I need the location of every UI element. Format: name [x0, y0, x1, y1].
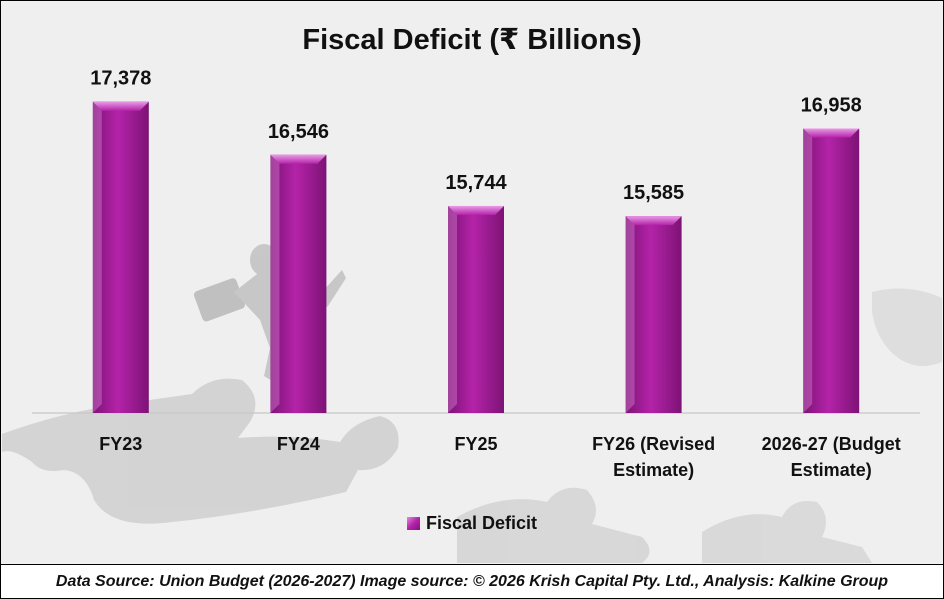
- category-label-1: FY23: [99, 434, 142, 454]
- bar-body: [625, 216, 682, 413]
- bar-bevel-left: [92, 101, 102, 413]
- bar-bevel-top: [270, 154, 327, 164]
- category-label-4: FY26 (Revised Estimate): [592, 434, 715, 480]
- value-label-1: 17,378: [90, 68, 151, 90]
- category-label-3: FY25: [454, 434, 497, 454]
- value-label-5: 16,958: [801, 94, 862, 116]
- bar-bevel-left: [270, 154, 280, 414]
- category-label-2: FY24: [277, 434, 320, 454]
- bar-bevel-top: [448, 205, 504, 215]
- bar-3: [448, 205, 504, 413]
- bar-body: [803, 128, 860, 413]
- bar-bevel-top: [625, 216, 682, 226]
- bar-bevel-left: [448, 205, 457, 413]
- bar-body: [92, 101, 149, 413]
- chart-title: Fiscal Deficit (₹ Billions): [302, 24, 642, 56]
- bar-body: [270, 154, 327, 414]
- category-labels: FY23 FY24 FY25 FY26 (Revised Estimate) 2026-2…: [99, 434, 900, 480]
- bar-5: [803, 128, 860, 413]
- bar-series: [92, 101, 860, 414]
- value-label-4: 15,585: [623, 182, 684, 204]
- category-label-5: 2026-27 (Budget Estimate): [762, 434, 901, 480]
- bar-2: [270, 154, 327, 414]
- bar-bevel-top: [803, 128, 860, 138]
- bar-4: [625, 216, 682, 413]
- value-label-3: 15,744: [445, 172, 507, 194]
- bar-bevel-left: [803, 128, 813, 413]
- legend-swatch: [406, 517, 420, 530]
- legend: Fiscal Deficit: [2, 513, 942, 534]
- chart-area: 17,378 16,546 15,744 15,585 16,958 FY23 FY24 F…: [2, 2, 942, 563]
- bar-body: [448, 205, 504, 413]
- bar-1: [92, 101, 149, 413]
- value-labels: 17,378 16,546 15,744 15,585 16,958: [90, 68, 862, 204]
- bar-bevel-left: [625, 216, 635, 413]
- bar-bevel-top: [92, 101, 149, 111]
- data-source-footer: Data Source: Union Budget (2026-2027) Im…: [1, 564, 943, 598]
- legend-label: Fiscal Deficit: [425, 513, 538, 533]
- value-label-2: 16,546: [268, 121, 329, 143]
- puzzle-watermark-image: [2, 244, 942, 563]
